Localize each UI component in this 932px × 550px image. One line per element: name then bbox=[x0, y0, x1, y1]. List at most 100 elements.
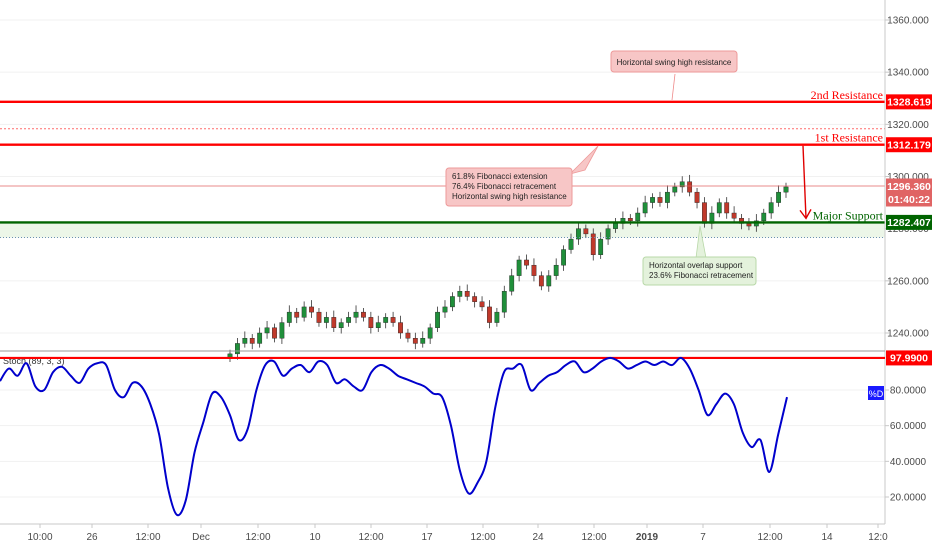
time-tick-label: 14 bbox=[821, 532, 833, 543]
down-arrow-icon bbox=[799, 145, 812, 220]
candle-body bbox=[316, 311, 322, 323]
tag-stoch-level: 97.9900 bbox=[886, 350, 932, 366]
major-support-label: Major Support bbox=[813, 208, 884, 222]
candle-body bbox=[509, 275, 515, 292]
candle-body bbox=[635, 212, 641, 222]
time-tick-label: 12:0 bbox=[868, 532, 888, 543]
1st-resistance-label: 1st Resistance bbox=[815, 131, 883, 145]
candle-body bbox=[731, 212, 737, 219]
candle-body bbox=[257, 332, 263, 344]
candle-body bbox=[776, 191, 781, 203]
price-tick-label: 1340.000 bbox=[887, 68, 929, 79]
candle-body bbox=[531, 264, 537, 276]
candle-body bbox=[242, 338, 248, 344]
candle-body bbox=[412, 338, 418, 344]
price-pane[interactable] bbox=[0, 0, 885, 350]
tag-2nd-resistance: 1328.619 bbox=[886, 94, 932, 110]
candle-body bbox=[272, 327, 277, 339]
candle-body bbox=[450, 296, 455, 308]
candle-body bbox=[783, 186, 789, 193]
time-tick-label: 12:00 bbox=[757, 532, 782, 543]
time-axis[interactable]: 10:00 26 12:00 Dec 12:00 10 12:00 17 12:00 24 12:0… bbox=[27, 524, 888, 543]
candle-body bbox=[361, 311, 366, 318]
price-tick-label: 1360.000 bbox=[887, 16, 929, 27]
candle-body bbox=[664, 191, 670, 203]
candle-body bbox=[516, 259, 522, 276]
candle-body bbox=[390, 317, 396, 323]
candle-body bbox=[687, 181, 693, 193]
time-tick-label: 12:00 bbox=[245, 532, 270, 543]
candle-body bbox=[494, 311, 500, 323]
candle-body bbox=[309, 306, 314, 313]
candle-body bbox=[642, 202, 648, 214]
price-tick-label: 1300.000 bbox=[887, 172, 929, 183]
candle-body bbox=[479, 301, 485, 308]
tag-major-support-value: 1282.407 bbox=[887, 217, 931, 229]
candle-body bbox=[724, 202, 730, 214]
candle-body bbox=[650, 197, 655, 203]
stoch-d-badge: %D bbox=[868, 386, 884, 400]
tag-stoch-level-value: 97.9900 bbox=[890, 353, 928, 365]
candle-body bbox=[768, 202, 774, 214]
annotation-fib-line-1: 61.8% Fibonacci extension bbox=[452, 172, 548, 181]
candle-body bbox=[576, 228, 581, 240]
candle-body bbox=[286, 311, 292, 323]
support-zone bbox=[0, 222, 885, 238]
candle-body bbox=[627, 218, 633, 222]
candle-body bbox=[679, 181, 685, 188]
2nd-resistance-label: 2nd Resistance bbox=[811, 88, 883, 102]
candle-body bbox=[398, 322, 403, 334]
annotation-fibonacci-extension: 61.8% Fibonacci extension 76.4% Fibonacc… bbox=[445, 145, 599, 207]
stoch-axis[interactable]: 80.0000 60.0000 40.0000 20.0000 bbox=[885, 386, 927, 504]
candle-body bbox=[568, 238, 574, 250]
candle-body bbox=[405, 332, 411, 339]
candle-body bbox=[524, 259, 529, 266]
tag-1st-resistance-value: 1312.179 bbox=[887, 140, 931, 152]
time-tick-label: 17 bbox=[421, 532, 433, 543]
candle-body bbox=[590, 233, 596, 255]
price-tick-label: 1320.000 bbox=[887, 120, 929, 131]
candle-body bbox=[353, 311, 359, 318]
candle-body bbox=[487, 306, 492, 323]
candle-body bbox=[435, 311, 440, 328]
stoch-indicator-label: Stoch (89, 3, 3) bbox=[3, 356, 65, 366]
candle-body bbox=[464, 291, 470, 297]
candle-body bbox=[746, 223, 752, 227]
candle-body bbox=[264, 327, 270, 334]
candle-body bbox=[427, 327, 433, 339]
time-tick-label: 7 bbox=[700, 532, 706, 543]
candle-body bbox=[442, 306, 448, 313]
candle-body bbox=[538, 275, 544, 287]
price-tick-label: 1240.000 bbox=[887, 329, 929, 340]
tag-1st-resistance: 1312.179 bbox=[886, 137, 932, 153]
candle-body bbox=[383, 317, 389, 323]
time-tick-label: 12:00 bbox=[470, 532, 495, 543]
annotation-fib-line-2: 76.4% Fibonacci retracement bbox=[452, 182, 557, 191]
candle-body bbox=[279, 322, 285, 339]
candle-body bbox=[368, 317, 374, 328]
time-tick-label: 2019 bbox=[636, 532, 659, 543]
candle-body bbox=[346, 317, 352, 323]
time-tick-label: 12:00 bbox=[135, 532, 160, 543]
annotation-overlap-line-2: 23.6% Fibonacci retracement bbox=[649, 271, 754, 280]
candle-body bbox=[598, 238, 604, 255]
candle-body bbox=[546, 275, 552, 287]
tag-countdown: 01:40:22 bbox=[888, 194, 930, 206]
price-axis[interactable]: 1360.0001340.0001320.0001300.0001280.000… bbox=[885, 16, 929, 340]
time-tick-label: 10 bbox=[309, 532, 321, 543]
stoch-pane[interactable] bbox=[0, 352, 885, 524]
annotation-swing-high-text: Horizontal swing high resistance bbox=[617, 58, 732, 67]
tag-2nd-resistance-value: 1328.619 bbox=[887, 97, 931, 109]
stoch-d-line bbox=[0, 356, 788, 517]
candle-body bbox=[420, 338, 426, 344]
stoch-tick-label: 60.0000 bbox=[890, 421, 927, 432]
candle-body bbox=[235, 343, 240, 355]
time-tick-label: Dec bbox=[192, 532, 210, 543]
time-tick-label: 12:00 bbox=[358, 532, 383, 543]
candle-body bbox=[249, 338, 255, 344]
candle-body bbox=[716, 202, 722, 214]
stoch-tick-label: 40.0000 bbox=[890, 457, 927, 468]
time-tick-label: 26 bbox=[86, 532, 98, 543]
candle-body bbox=[694, 191, 700, 203]
